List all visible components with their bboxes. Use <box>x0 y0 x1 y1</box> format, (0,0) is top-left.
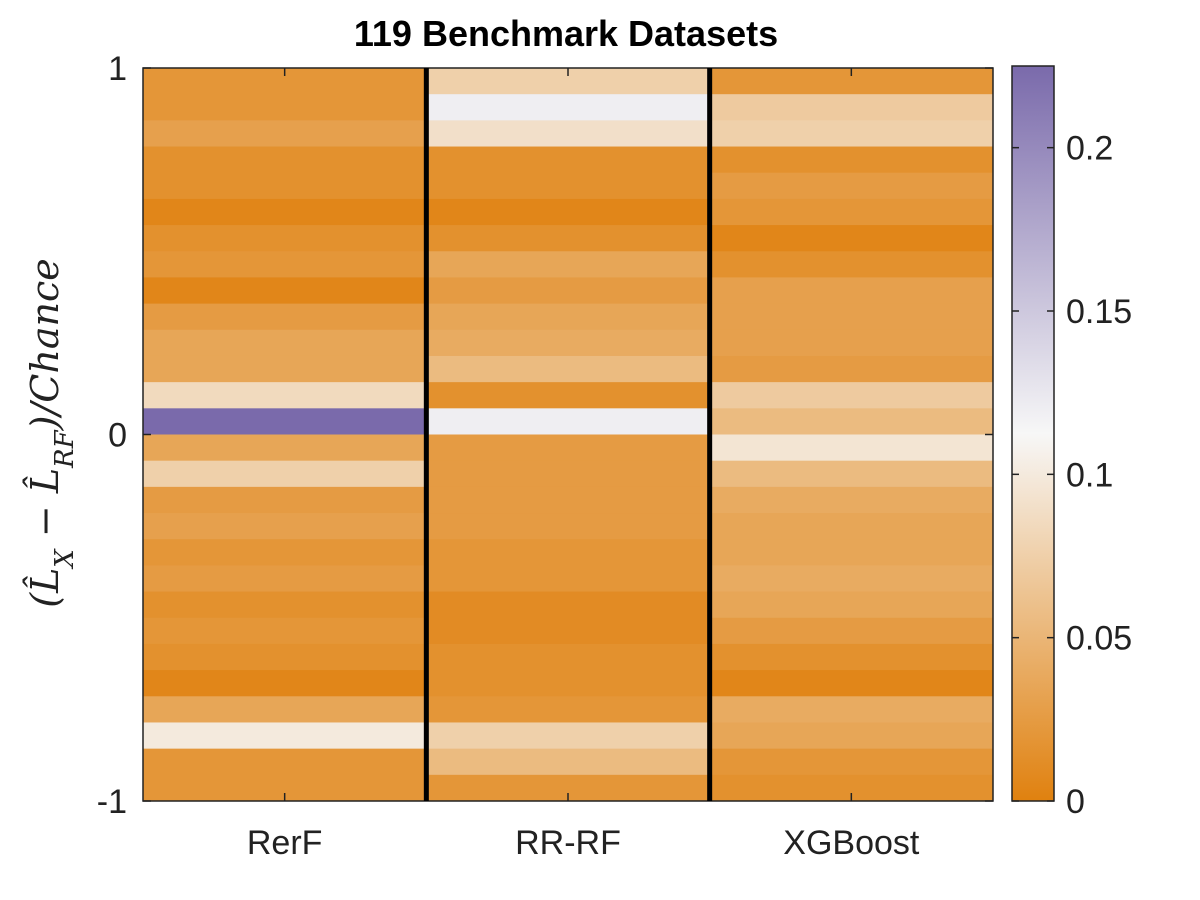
x-tick-label: RR-RF <box>515 824 621 862</box>
heatmap-cell <box>426 329 711 357</box>
heatmap-cell <box>426 146 711 174</box>
heatmap-cell <box>143 94 427 121</box>
heatmap-cell <box>709 722 994 750</box>
heatmap-cell <box>709 329 994 357</box>
chart-title: 119 Benchmark Datasets <box>354 13 778 54</box>
colorbar: 0 0.05 0.1 0.15 0.2 <box>1011 65 1132 821</box>
heatmap-cell <box>709 120 994 148</box>
heatmap-cell <box>143 277 427 305</box>
heatmap-cell <box>709 617 994 645</box>
heatmap-cell <box>709 486 994 514</box>
heatmap-cell <box>426 513 711 540</box>
y-tick-label: 0 <box>108 417 127 455</box>
heatmap-cell <box>426 172 711 200</box>
heatmap-cell <box>709 198 994 226</box>
heatmap-cell <box>709 513 994 540</box>
heatmap-cell <box>426 591 711 619</box>
heatmap-cell <box>143 565 427 593</box>
heatmap-cell <box>426 277 711 305</box>
heatmap-cell <box>426 670 711 697</box>
heatmap-cell <box>426 722 711 750</box>
y-axis-label: (L̂X − L̂RF)/Chance <box>23 258 80 608</box>
heatmap-cell <box>709 565 994 593</box>
heatmap-cell <box>143 670 427 697</box>
heatmap-cell <box>709 94 994 121</box>
heatmap-cell <box>426 617 711 645</box>
heatmap-cell <box>143 486 427 514</box>
heatmap-cell <box>426 748 711 776</box>
heatmap-cell <box>143 748 427 776</box>
heatmap-cell <box>143 172 427 200</box>
heatmap-cell <box>426 225 711 252</box>
heatmap-cell <box>709 355 994 383</box>
heatmap-cell <box>143 722 427 750</box>
heatmap-cell <box>143 539 427 566</box>
heatmap-cell <box>709 539 994 566</box>
heatmap-cell <box>143 382 427 409</box>
heatmap-cell <box>426 565 711 593</box>
heatmap-cell <box>709 460 994 488</box>
heatmap-cells <box>143 68 994 802</box>
heatmap-cell <box>426 94 711 121</box>
x-tick-label: XGBoost <box>783 824 920 862</box>
heatmap-cell <box>426 486 711 514</box>
heatmap-cell <box>709 382 994 409</box>
colorbar-tick-label: 0.1 <box>1066 456 1113 494</box>
heatmap-cell <box>709 434 994 462</box>
heatmap-cell <box>709 277 994 305</box>
heatmap-cell <box>709 225 994 252</box>
heatmap-cell <box>709 643 994 671</box>
heatmap-cell <box>709 670 994 697</box>
heatmap-cell <box>143 225 427 252</box>
colorbar-gradient <box>1011 65 1055 802</box>
heatmap-cell <box>426 355 711 383</box>
heatmap-cell <box>426 251 711 278</box>
heatmap-cell <box>143 146 427 174</box>
y-tick-label: 1 <box>108 50 127 88</box>
colorbar-tick-label: 0 <box>1066 783 1085 821</box>
plot-frame <box>142 67 994 802</box>
heatmap-cell <box>426 460 711 488</box>
colorbar-tick-label: 0.05 <box>1066 620 1132 658</box>
heatmap-cell <box>143 617 427 645</box>
heatmap-cell <box>709 146 994 174</box>
heatmap-cell <box>709 591 994 619</box>
x-tick-labels: RerF RR-RF XGBoost <box>247 824 920 862</box>
heatmap-cell <box>426 303 711 331</box>
heatmap-cell <box>426 434 711 462</box>
heatmap-cell <box>709 748 994 776</box>
y-tick-label: -1 <box>97 783 127 821</box>
heatmap-cell <box>143 251 427 278</box>
heatmap-cell <box>143 329 427 357</box>
heatmap-cell <box>426 539 711 566</box>
heatmap-cell <box>143 643 427 671</box>
heatmap-cell <box>143 591 427 619</box>
heatmap-cell <box>143 408 427 435</box>
heatmap-cell <box>709 303 994 331</box>
heatmap-cell <box>143 198 427 226</box>
colorbar-tick-label: 0.2 <box>1066 130 1113 168</box>
heatmap-cell <box>143 696 427 723</box>
heatmap-cell <box>709 408 994 435</box>
heatmap-cell <box>143 434 427 462</box>
heatmap-cell <box>426 382 711 409</box>
heatmap-cell <box>709 696 994 723</box>
heatmap-cell <box>426 696 711 723</box>
heatmap-cell <box>143 120 427 148</box>
heatmap-cell <box>143 355 427 383</box>
y-axis-label-text: (L̂X − L̂RF)/Chance <box>23 258 80 608</box>
heatmap-cell <box>426 120 711 148</box>
heatmap-cell <box>143 460 427 488</box>
heatmap-cell <box>426 198 711 226</box>
x-tick-label: RerF <box>247 824 323 862</box>
heatmap-cell <box>709 172 994 200</box>
heatmap-cell <box>709 251 994 278</box>
heatmap-cell <box>143 513 427 540</box>
heatmap-cell <box>143 303 427 331</box>
heatmap-cell <box>426 408 711 435</box>
heatmap-cell <box>426 643 711 671</box>
colorbar-tick-label: 0.15 <box>1066 293 1132 331</box>
y-tick-labels: 1 0 -1 <box>97 50 127 821</box>
